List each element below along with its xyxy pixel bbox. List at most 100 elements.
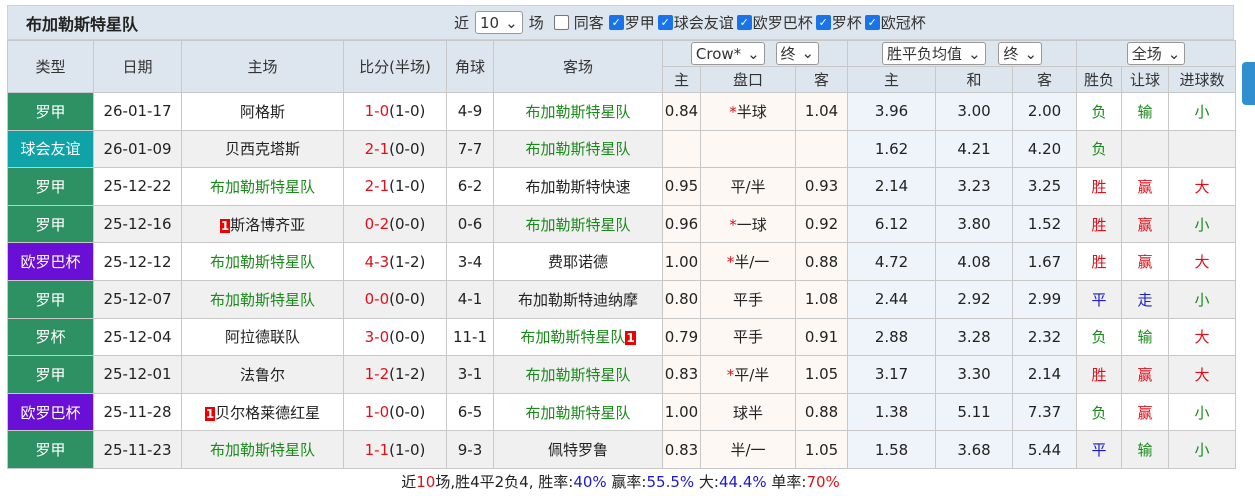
away-team[interactable]: 布加勒斯特快速 [493,167,663,206]
home-team[interactable]: 布加勒斯特星队 [181,242,344,281]
goals-result: 大 [1168,355,1237,394]
recent-matches-panel: 布加勒斯特星队 近 10 ⌄ 场 同客 ✓ 罗甲 ✓ 球会友谊 ✓ 欧罗巴杯 ✓ 罗杯 ✓ 欧冠杯 … [7,5,1237,496]
result: 负 [1076,317,1123,357]
eu-away-odds: 1.52 [1012,204,1078,244]
competition-type[interactable]: 罗甲 [7,430,94,469]
comp-checkbox[interactable]: ✓ [864,15,880,30]
score[interactable]: 0-2(0-0) [343,204,447,244]
eu-away-odds: 2.32 [1012,317,1078,357]
eu-draw-odds: 3.00 [935,92,1014,131]
corners: 4-1 [446,279,494,319]
score[interactable]: 2-1(0-0) [343,129,447,169]
handicap-result: 输 [1121,430,1170,469]
ah-home-odds [662,129,701,169]
stage-value: 终 [780,44,796,63]
away-team[interactable]: 布加勒斯特星队 [493,129,663,169]
red-card-icon: 1 [219,218,231,233]
home-giving-marker: * [726,365,735,384]
competition-type[interactable]: 球会友谊 [7,129,94,169]
away-team[interactable]: 费耶诺德 [493,242,663,281]
red-card-icon: 1 [625,331,636,346]
stage-value: 终 [1003,45,1019,63]
ah-away-odds: 0.88 [794,392,849,432]
score[interactable]: 1-0(1-0) [343,92,447,131]
home-team[interactable]: 1斯洛博齐亚 [181,204,344,244]
col-date: 日期 [93,40,182,93]
corners: 3-1 [446,355,494,394]
ah-line: 球半 [700,392,796,432]
col-eu-home: 主 [847,66,937,93]
score[interactable]: 1-0(0-0) [343,392,447,432]
competition-type[interactable]: 罗甲 [7,355,94,394]
home-team[interactable]: 1贝尔格莱德红星 [181,392,344,432]
away-team[interactable]: 布加勒斯特星队 [493,204,663,244]
eu-selectors: 胜平负均值 ⌄ 终 ⌄ [847,40,1078,67]
home-team[interactable]: 阿格斯 [181,92,344,131]
match-count-value: 10 [480,13,500,32]
col-eu-away: 客 [1012,66,1078,93]
full-time-score: 0-0 [364,290,390,309]
score[interactable]: 2-1(1-0) [343,167,447,206]
match-date: 26-01-17 [93,92,182,131]
ah-stage-select[interactable]: 终 ⌄ [775,41,820,65]
col-goals: 进球数 [1168,66,1237,93]
company-select[interactable]: Crow* ⌄ [690,42,765,66]
away-team-name: 费耶诺德 [547,253,608,272]
score[interactable]: 3-0(0-0) [343,317,447,357]
home-team[interactable]: 法鲁尔 [181,355,344,394]
competition-type[interactable]: 罗甲 [7,92,94,131]
ah-line: 平手 [700,279,796,319]
ah-line: 平手 [700,317,796,357]
home-team[interactable]: 贝西克塔斯 [181,129,344,169]
comp-checkbox[interactable]: ✓ [657,15,673,30]
odds-type-select[interactable]: 胜平负均值 ⌄ [882,42,986,65]
eu-draw-odds: 4.08 [935,242,1014,281]
eu-stage-select[interactable]: 终 ⌄ [998,42,1043,65]
away-team[interactable]: 佩特罗鲁 [493,430,663,469]
competition-type[interactable]: 欧罗巴杯 [7,392,94,432]
corners: 6-2 [446,167,494,206]
competition-type[interactable]: 欧罗巴杯 [7,242,94,281]
period-select[interactable]: 全场 ⌄ [1126,42,1186,65]
comp-checkbox[interactable]: ✓ [736,15,752,30]
match-count-select[interactable]: 10 ⌄ [475,11,523,34]
score[interactable]: 1-1(1-0) [343,430,447,469]
ah-away-odds: 1.05 [794,355,849,394]
same-venue-label: 同客 [573,14,604,32]
competition-type[interactable]: 罗甲 [7,204,94,244]
scrollbar-thumb[interactable] [1242,62,1255,105]
competition-type[interactable]: 罗杯 [7,317,94,357]
eu-home-odds: 6.12 [847,204,937,244]
comp-checkbox[interactable]: ✓ [608,15,624,30]
score[interactable]: 4-3(1-2) [343,242,447,281]
goals-result [1168,129,1237,169]
eu-home-odds: 1.62 [847,129,937,169]
ah-line-value: 半/一 [730,441,766,460]
competition-type[interactable]: 罗甲 [7,167,94,206]
comp-checkbox[interactable]: ✓ [815,15,831,30]
away-team[interactable]: 布加勒斯特星队 [493,92,663,131]
away-team[interactable]: 布加勒斯特星队 [493,355,663,394]
ah-away-odds: 1.04 [794,92,849,131]
near-label: 近 [454,14,470,32]
home-team-name: 阿格斯 [239,102,285,121]
half-time-score: (0-0) [389,290,426,309]
win-rate: 40% [573,472,607,491]
goals-result: 小 [1168,204,1237,244]
home-team[interactable]: 布加勒斯特星队 [181,167,344,206]
ah-home-odds: 0.79 [662,317,701,357]
score[interactable]: 0-0(0-0) [343,279,447,319]
same-venue-checkbox[interactable] [553,15,569,30]
home-team[interactable]: 布加勒斯特星队 [181,279,344,319]
result: 平 [1076,279,1123,319]
away-team[interactable]: 布加勒斯特星队 [493,392,663,432]
away-team[interactable]: 布加勒斯特星队1 [493,317,663,357]
competition-type[interactable]: 罗甲 [7,279,94,319]
ah-line [700,129,796,169]
home-team[interactable]: 阿拉德联队 [181,317,344,357]
away-team[interactable]: 布加勒斯特迪纳摩 [493,279,663,319]
full-time-score: 1-1 [364,440,390,459]
handicap-result: 赢 [1121,167,1170,206]
home-team[interactable]: 布加勒斯特星队 [181,430,344,469]
score[interactable]: 1-2(1-2) [343,355,447,394]
